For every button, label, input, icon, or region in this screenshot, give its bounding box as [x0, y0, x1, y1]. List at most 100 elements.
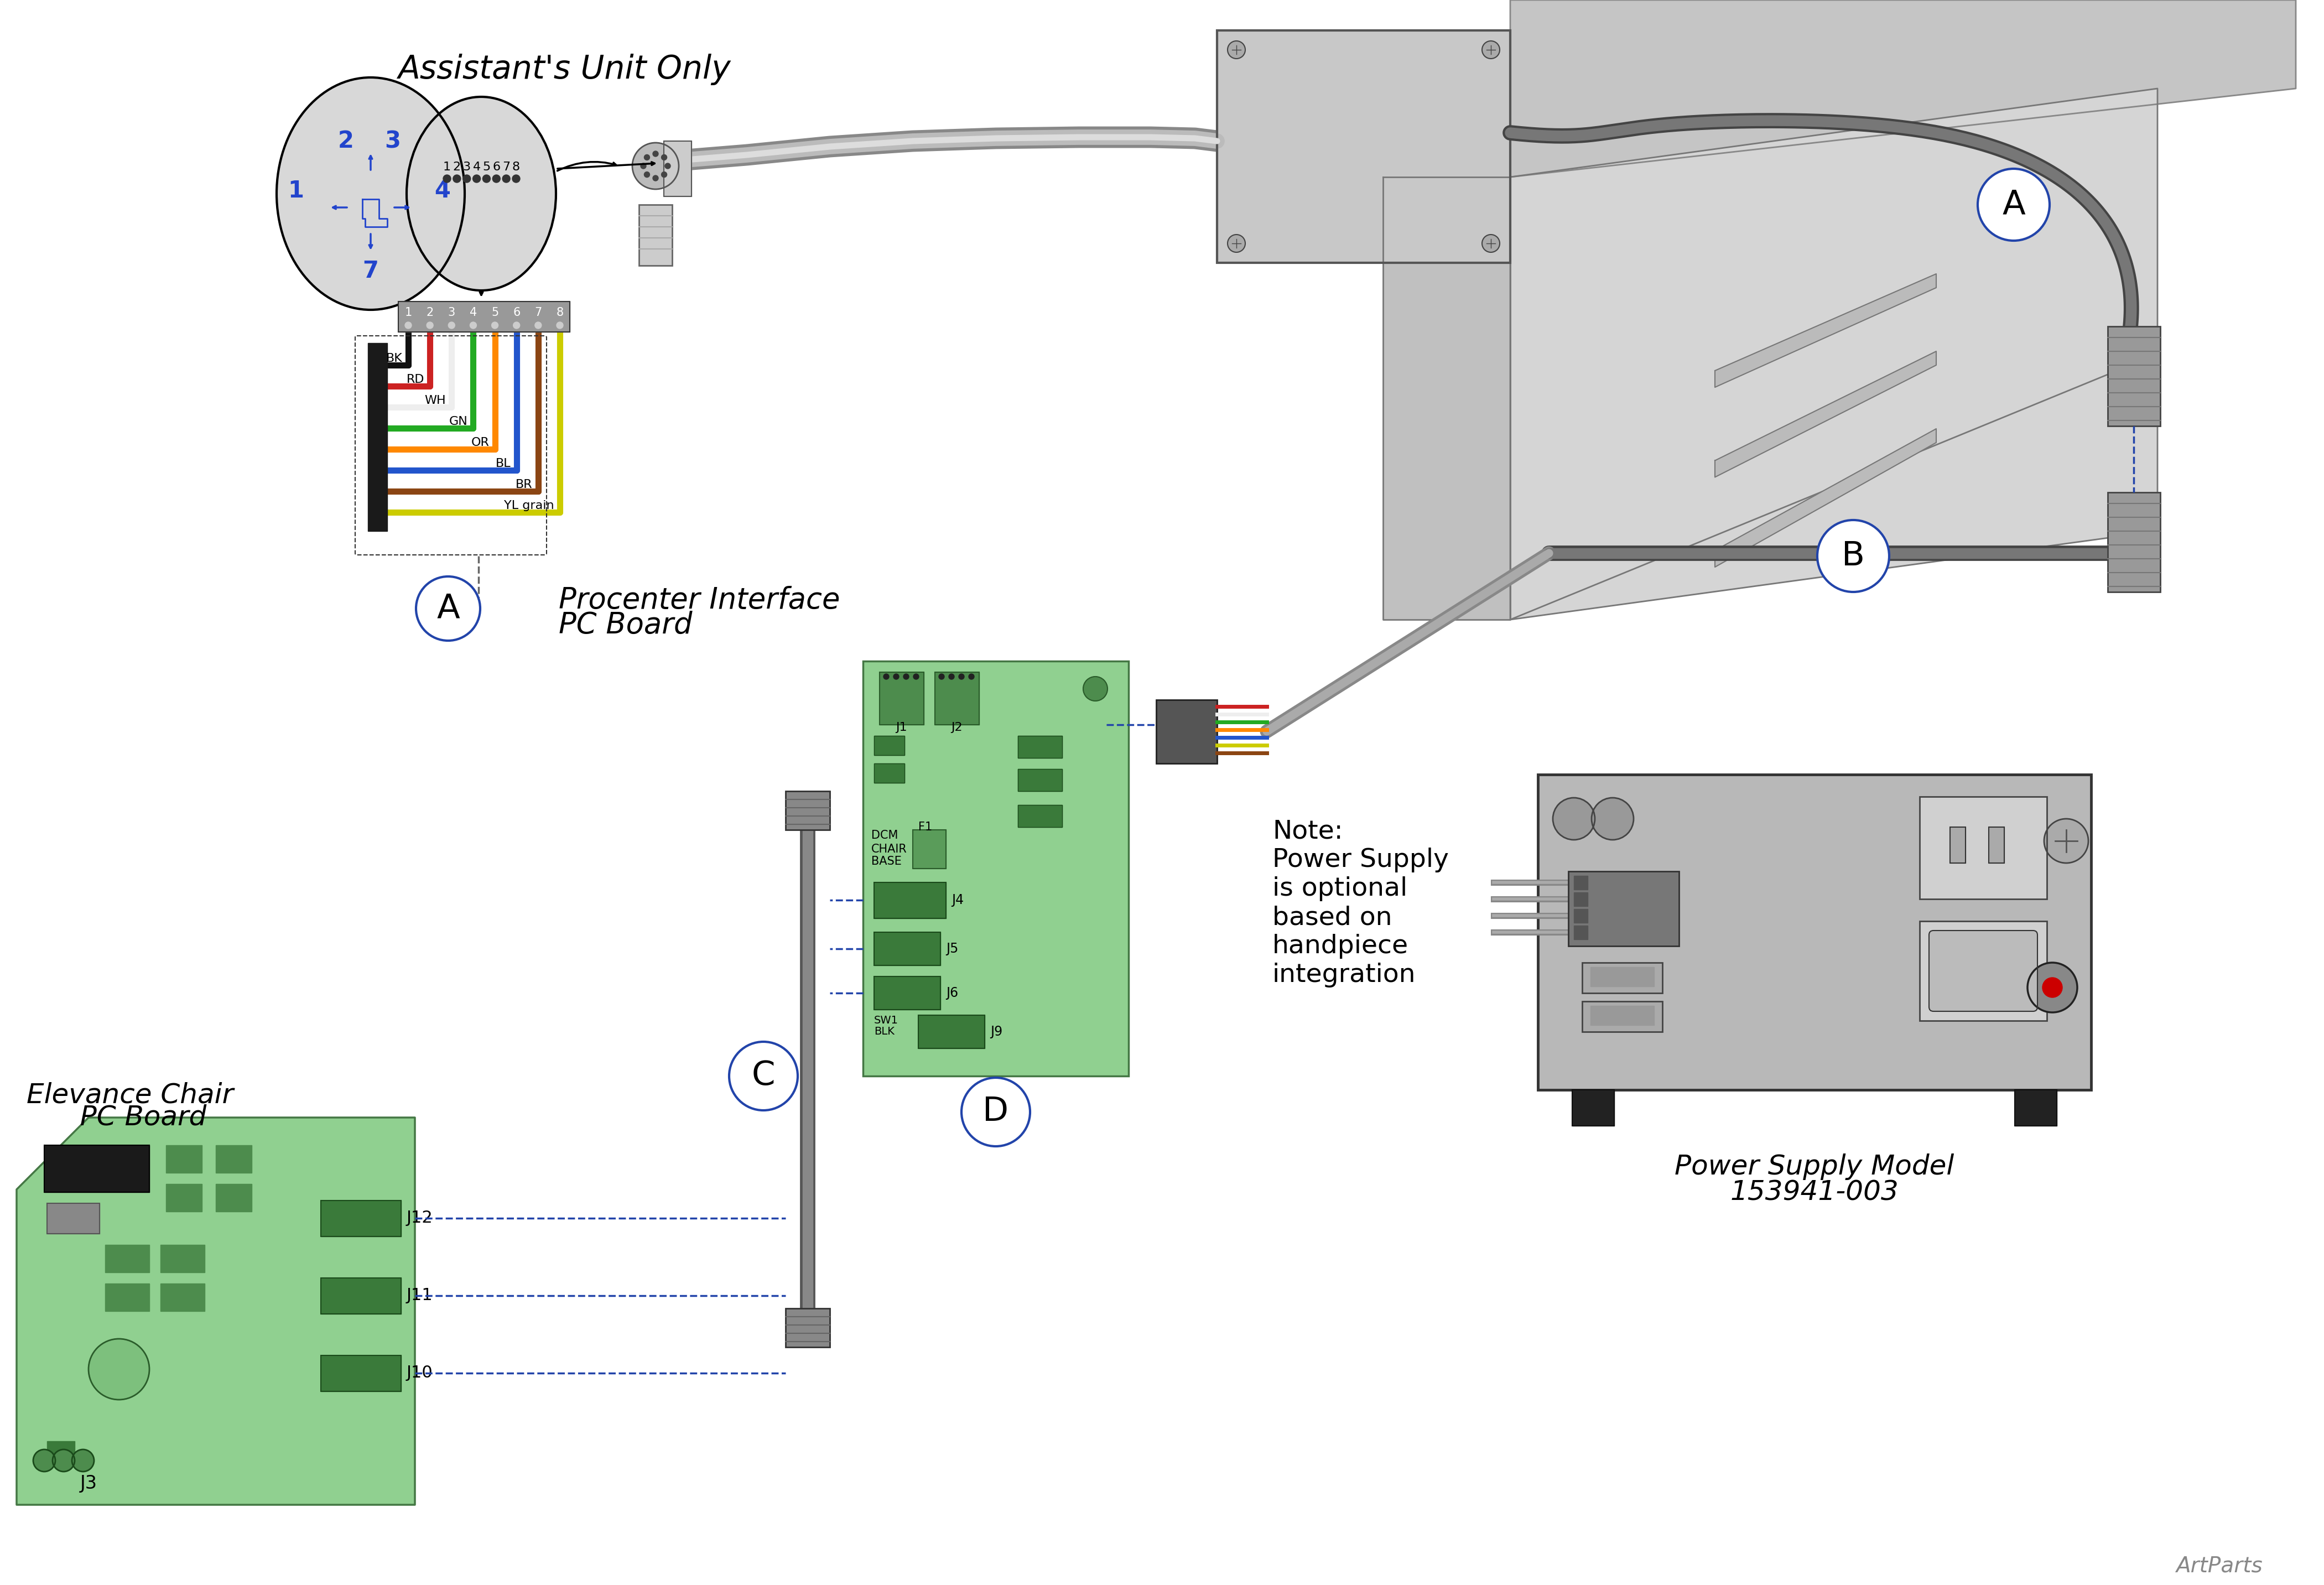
Circle shape	[535, 322, 541, 328]
Bar	[1218, 30, 1511, 263]
Bar	[367, 342, 388, 531]
Bar	[2015, 1090, 2057, 1125]
Polygon shape	[1511, 0, 2296, 178]
Ellipse shape	[277, 78, 465, 309]
Text: J12: J12	[407, 1211, 432, 1227]
Text: D: D	[983, 1095, 1009, 1129]
Text: 5: 5	[490, 307, 500, 319]
Text: J4: J4	[951, 894, 964, 907]
Text: 4: 4	[469, 307, 476, 319]
Polygon shape	[1715, 430, 1936, 567]
Circle shape	[644, 155, 651, 160]
Text: SW1: SW1	[874, 1016, 899, 1025]
Text: 7: 7	[363, 260, 379, 282]
Bar	[165, 1146, 202, 1173]
Bar	[1018, 805, 1062, 827]
Polygon shape	[1715, 352, 1936, 477]
Bar	[786, 1308, 830, 1347]
Bar	[874, 735, 904, 754]
Bar	[216, 1184, 251, 1211]
Text: DCM: DCM	[872, 831, 897, 842]
Text: 7: 7	[502, 162, 511, 173]
Bar	[321, 1278, 402, 1314]
Text: J3: J3	[79, 1474, 98, 1493]
Bar	[878, 672, 925, 724]
Circle shape	[892, 674, 899, 680]
Bar	[874, 932, 941, 965]
Circle shape	[662, 155, 667, 160]
Text: Assistant's Unit Only: Assistant's Unit Only	[397, 54, 730, 86]
Bar	[1920, 797, 2047, 899]
Circle shape	[1227, 235, 1246, 252]
Circle shape	[444, 174, 451, 182]
Bar	[321, 1355, 402, 1392]
Bar	[786, 791, 830, 831]
Bar	[1018, 805, 1062, 827]
Circle shape	[514, 322, 521, 328]
Bar	[874, 883, 946, 918]
Text: F1: F1	[918, 821, 932, 832]
Circle shape	[1227, 41, 1246, 59]
Text: GN: GN	[449, 415, 467, 426]
Bar	[1573, 1090, 1615, 1125]
Text: OR: OR	[472, 437, 490, 449]
Text: 6: 6	[493, 162, 500, 173]
Circle shape	[662, 171, 667, 178]
Circle shape	[416, 577, 481, 640]
Text: 5: 5	[483, 162, 490, 173]
Bar	[1920, 797, 2047, 899]
Circle shape	[511, 174, 521, 182]
Text: 7: 7	[535, 307, 541, 319]
Circle shape	[641, 163, 646, 168]
Bar	[1018, 735, 1062, 758]
Bar	[1218, 30, 1511, 263]
Bar	[1989, 827, 2003, 864]
Circle shape	[2045, 819, 2089, 864]
Bar	[1573, 926, 1587, 940]
Bar	[2015, 1090, 2057, 1125]
Circle shape	[653, 176, 658, 181]
Circle shape	[644, 171, 651, 178]
Bar	[160, 1284, 205, 1311]
Circle shape	[1552, 797, 1594, 840]
Circle shape	[462, 174, 472, 182]
Circle shape	[948, 674, 955, 680]
Polygon shape	[1383, 178, 1511, 620]
Bar	[918, 1014, 985, 1048]
Bar	[1573, 1090, 1615, 1125]
Bar	[1583, 1002, 1662, 1032]
Bar	[1573, 908, 1587, 922]
Bar	[1590, 1006, 1655, 1025]
Text: Procenter Interface: Procenter Interface	[558, 586, 839, 615]
Bar	[1950, 827, 1966, 864]
Circle shape	[88, 1339, 149, 1400]
Bar	[874, 932, 941, 965]
Text: 1: 1	[404, 307, 411, 319]
Circle shape	[72, 1449, 93, 1471]
Bar	[1989, 827, 2003, 864]
Text: J11: J11	[407, 1287, 432, 1304]
Text: Power Supply Model: Power Supply Model	[1676, 1154, 1954, 1181]
Text: 2: 2	[425, 307, 435, 319]
FancyBboxPatch shape	[1929, 930, 2038, 1011]
Bar	[1950, 827, 1966, 864]
Text: J9: J9	[990, 1025, 1002, 1038]
Circle shape	[1083, 677, 1109, 701]
Circle shape	[1483, 41, 1499, 59]
Circle shape	[730, 1041, 797, 1111]
Text: 8: 8	[511, 162, 521, 173]
Text: 153941-003: 153941-003	[1729, 1179, 1899, 1206]
Circle shape	[913, 674, 918, 680]
Bar	[878, 672, 925, 724]
Bar	[160, 1244, 205, 1273]
Bar	[874, 976, 941, 1010]
Bar	[1157, 701, 1218, 764]
Circle shape	[449, 322, 456, 328]
Bar	[165, 1184, 202, 1211]
Text: J1: J1	[897, 721, 906, 732]
Text: PC Board: PC Board	[53, 1105, 207, 1130]
Circle shape	[483, 174, 490, 182]
Bar	[665, 141, 693, 197]
Bar	[874, 764, 904, 783]
Text: 6: 6	[514, 307, 521, 319]
